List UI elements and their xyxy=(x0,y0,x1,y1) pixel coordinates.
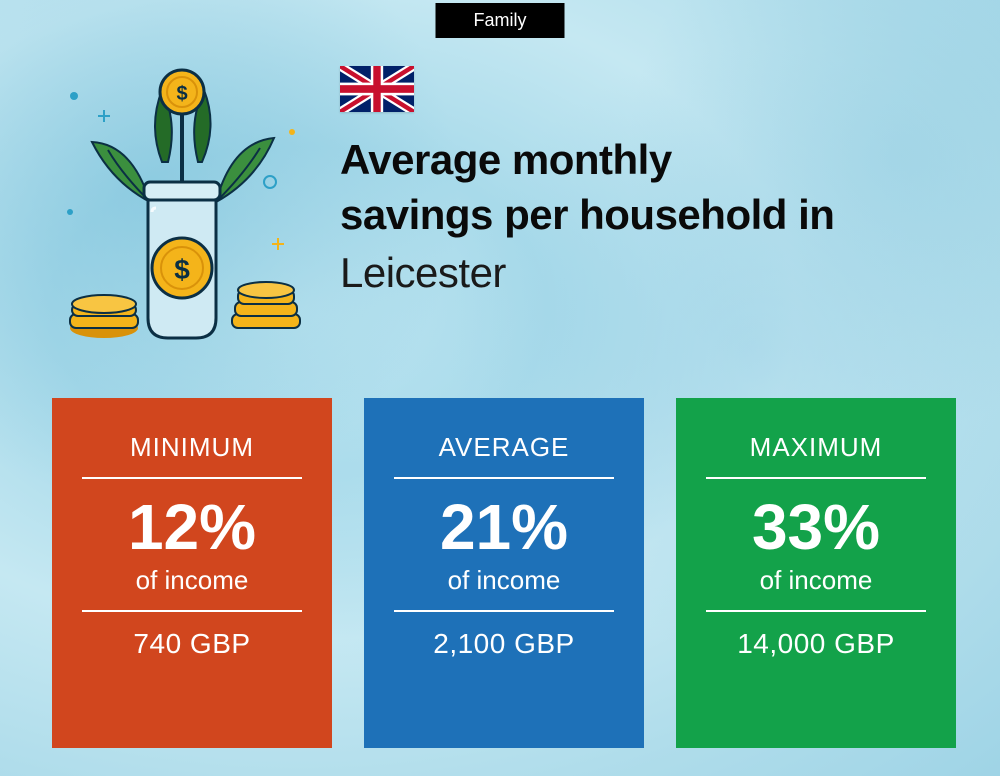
svg-text:$: $ xyxy=(174,254,190,285)
title-line-1: Average monthly xyxy=(340,132,950,187)
savings-jar: $ xyxy=(144,182,220,338)
savings-illustration: $ $ xyxy=(52,62,312,352)
card-subtext: of income xyxy=(136,565,249,596)
card-amount: 14,000 GBP xyxy=(737,628,895,660)
divider xyxy=(82,610,302,612)
category-badge: Family xyxy=(436,3,565,38)
card-percent: 12% xyxy=(128,495,256,559)
card-amount: 2,100 GBP xyxy=(433,628,574,660)
page-title: Average monthly savings per household in… xyxy=(340,132,950,300)
card-percent: 21% xyxy=(440,495,568,559)
header: Average monthly savings per household in… xyxy=(340,66,950,300)
stats-cards: MINIMUM 12% of income 740 GBP AVERAGE 21… xyxy=(52,398,956,748)
title-city: Leicester xyxy=(340,245,506,300)
card-average: AVERAGE 21% of income 2,100 GBP xyxy=(364,398,644,748)
coin-stack-left xyxy=(70,295,138,338)
svg-text:$: $ xyxy=(176,83,187,105)
card-percent: 33% xyxy=(752,495,880,559)
divider xyxy=(706,610,926,612)
divider xyxy=(394,610,614,612)
uk-flag-icon xyxy=(340,66,414,112)
title-line-2: savings per household in xyxy=(340,187,950,242)
card-subtext: of income xyxy=(448,565,561,596)
divider xyxy=(394,477,614,479)
divider xyxy=(706,477,926,479)
category-badge-label: Family xyxy=(474,10,527,30)
card-amount: 740 GBP xyxy=(133,628,250,660)
divider xyxy=(82,477,302,479)
card-label: AVERAGE xyxy=(439,432,570,463)
coin-stack-right xyxy=(232,282,300,328)
card-minimum: MINIMUM 12% of income 740 GBP xyxy=(52,398,332,748)
card-label: MAXIMUM xyxy=(750,432,883,463)
card-label: MINIMUM xyxy=(130,432,254,463)
card-subtext: of income xyxy=(760,565,873,596)
card-maximum: MAXIMUM 33% of income 14,000 GBP xyxy=(676,398,956,748)
